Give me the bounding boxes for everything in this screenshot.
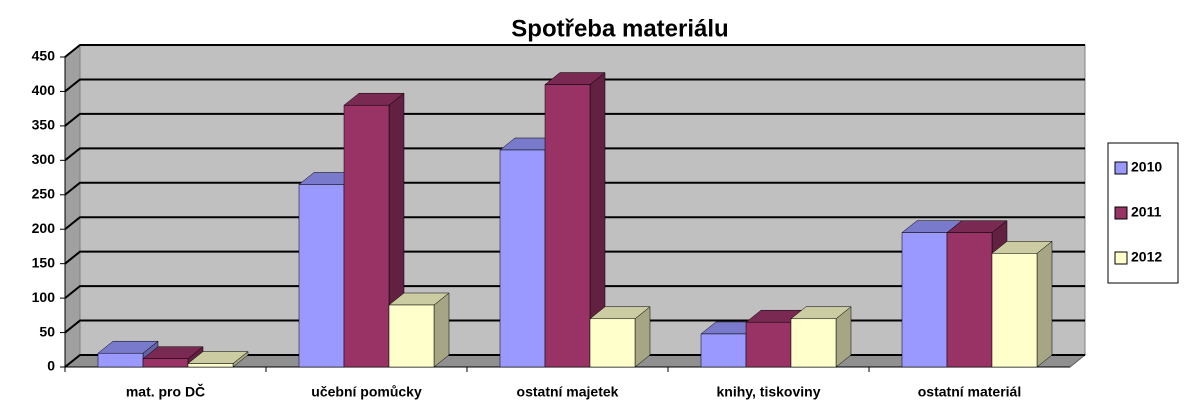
grid-line [64,216,1085,231]
x-tick-label: knihy, tiskoviny [717,384,821,400]
bar [97,352,144,368]
bar [991,253,1038,368]
y-tick-label: 100 [32,289,56,305]
y-tick-label: 0 [47,358,55,374]
bar [298,184,345,368]
bar [901,232,948,368]
grid-line [64,78,1085,93]
y-tick-label: 250 [32,185,56,201]
bar [388,304,435,368]
bar [142,358,189,368]
legend-label: 2011 [1131,204,1162,220]
grid-line [64,44,1085,58]
legend-swatch [1114,161,1128,175]
bar [589,318,636,368]
legend-label: 2010 [1131,159,1162,175]
grid-line [64,112,1085,127]
legend-swatch [1114,206,1128,220]
y-tick-label: 350 [32,117,56,133]
side-wall [64,43,81,369]
bar [700,333,747,368]
x-tick-label: ostatní majetek [517,384,619,400]
y-tick-label: 450 [32,48,56,64]
legend-label: 2012 [1131,249,1162,265]
bar [790,318,837,368]
bar-side [1036,240,1053,368]
y-tick-label: 300 [32,151,56,167]
bar [544,84,591,368]
x-tick-label: ostatní materiál [918,384,1021,400]
chart-title: Spotřeba materiálu [511,15,728,42]
y-tick-label: 50 [39,323,55,339]
grid-line [64,181,1085,196]
y-tick-label: 200 [32,220,56,236]
bar-side [433,292,450,368]
bar [946,232,993,368]
x-tick-label: mat. pro DČ [126,383,205,400]
grid-line [64,285,1085,299]
bar [745,321,792,368]
grid-line [64,147,1085,162]
bar [343,104,390,368]
y-tick-label: 150 [32,254,56,270]
y-tick-label: 400 [32,82,56,98]
bar [187,363,234,368]
x-tick-label: učební pomůcky [311,384,422,400]
grid-line [64,250,1085,265]
bar [499,149,546,368]
legend-swatch [1114,251,1128,265]
